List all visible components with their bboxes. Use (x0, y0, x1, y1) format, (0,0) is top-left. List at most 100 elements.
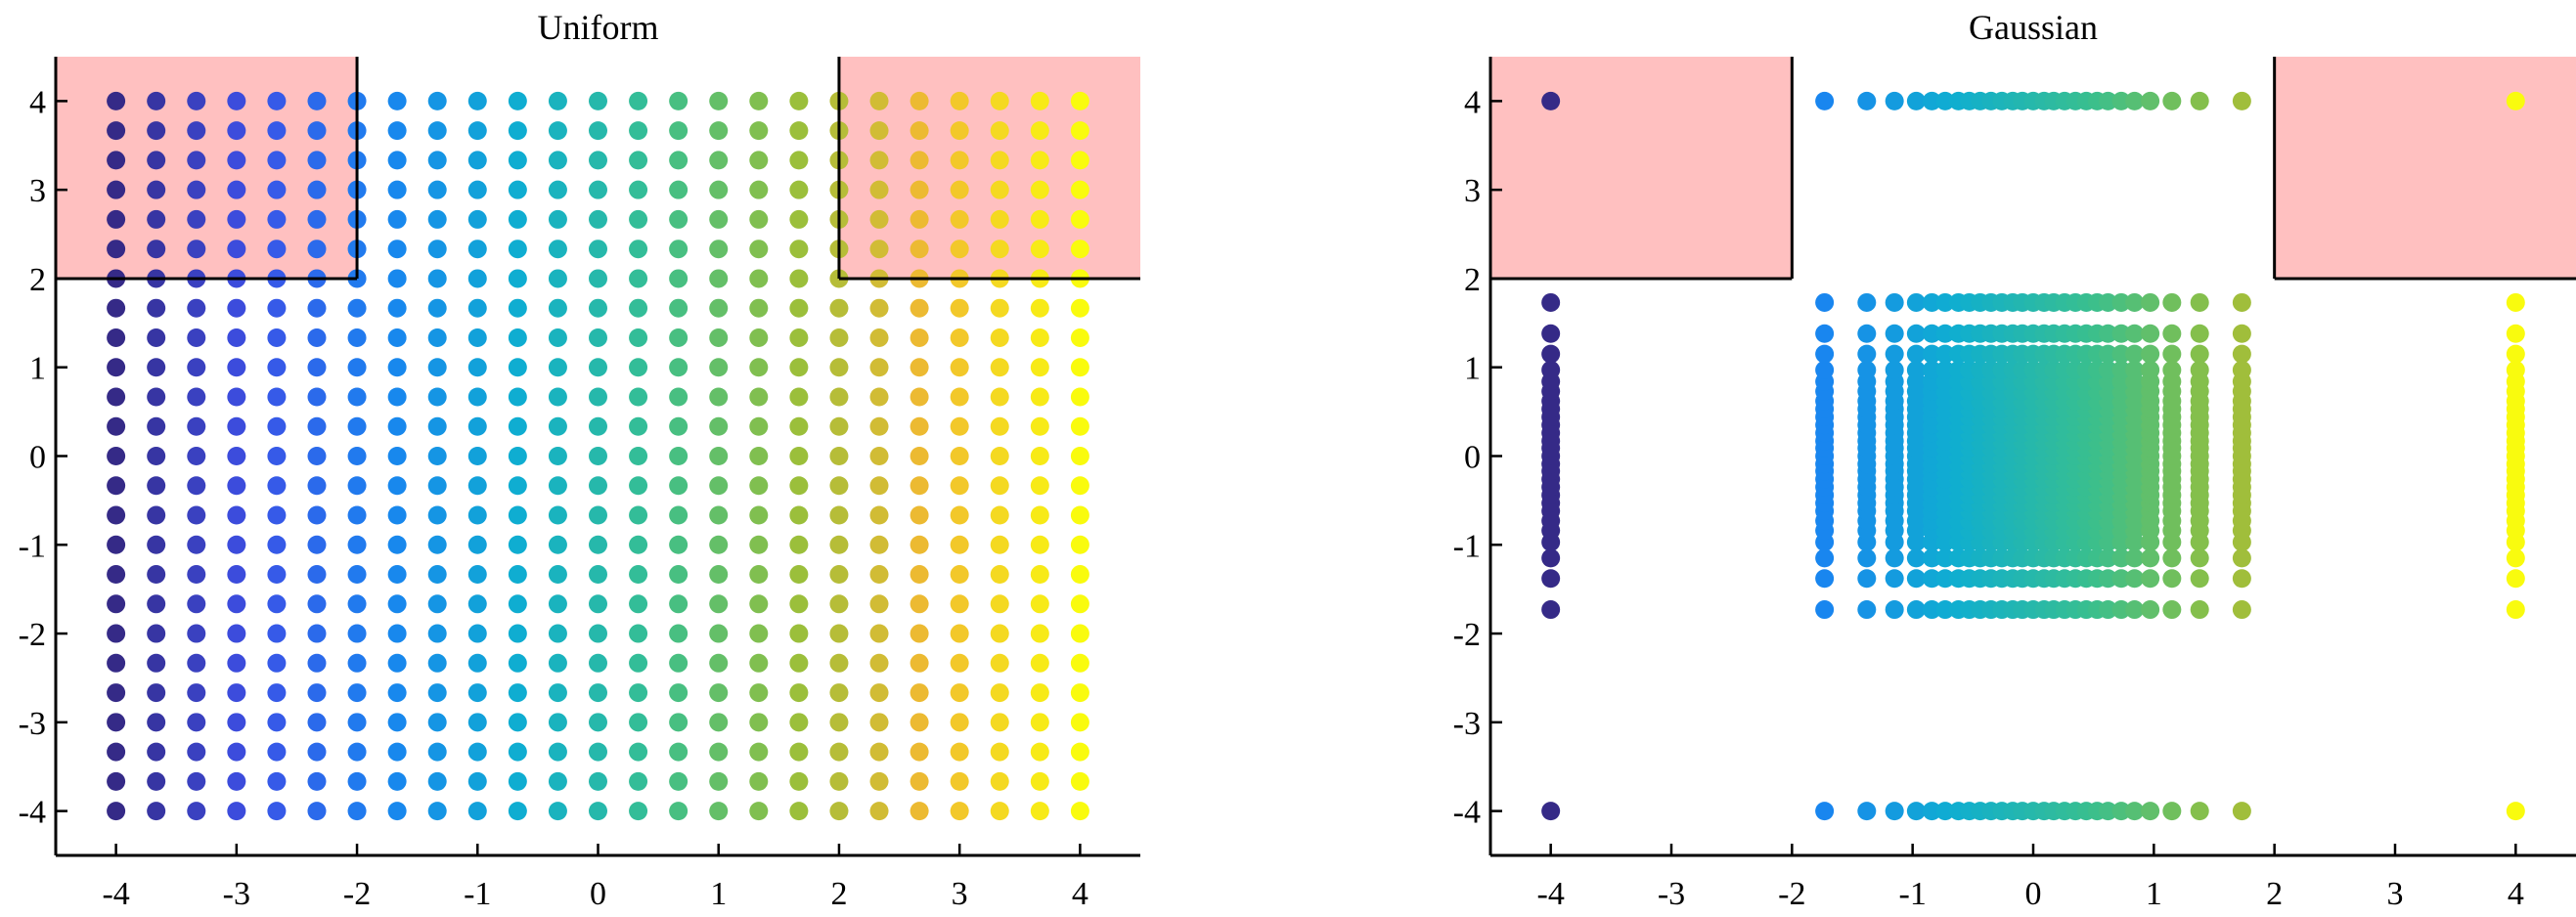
data-point (307, 91, 327, 110)
x-tick-label: 2 (2266, 876, 2283, 912)
data-point (869, 91, 889, 110)
data-point (267, 713, 287, 732)
data-point (2506, 548, 2525, 568)
data-point (2125, 569, 2145, 589)
data-point (427, 151, 447, 170)
data-point (147, 476, 166, 496)
data-point (1885, 324, 1904, 343)
data-point (589, 476, 607, 496)
data-point (789, 447, 809, 465)
data-point (1070, 447, 1089, 465)
data-point (1070, 771, 1089, 791)
x-tick-label: 4 (2508, 876, 2524, 912)
data-point (107, 447, 126, 465)
data-point (749, 535, 769, 554)
data-point (548, 594, 567, 614)
data-point (187, 447, 206, 465)
data-point (508, 535, 527, 554)
data-point (950, 358, 969, 377)
data-point (2162, 324, 2182, 343)
data-point (387, 742, 407, 762)
data-point (1922, 360, 1941, 379)
data-point (629, 447, 648, 465)
data-point (1922, 91, 1941, 110)
data-point (669, 416, 688, 436)
data-point (1885, 802, 1904, 821)
data-point (869, 742, 889, 762)
chart-title: Uniform (538, 8, 659, 47)
data-point (548, 624, 567, 643)
data-point (2190, 91, 2209, 110)
data-point (1030, 447, 1049, 465)
x-tick-label: -1 (464, 876, 491, 912)
data-point (548, 505, 567, 525)
data-point (950, 713, 969, 732)
data-point (267, 802, 287, 821)
data-point (629, 180, 648, 199)
data-point (589, 742, 607, 762)
data-point (107, 771, 126, 791)
data-point (2190, 360, 2209, 379)
data-point (107, 505, 126, 525)
data-point (910, 387, 929, 407)
data-point (950, 387, 969, 407)
data-point (669, 653, 688, 673)
data-point (1857, 91, 1877, 110)
data-point (147, 387, 166, 407)
data-point (1070, 505, 1089, 525)
x-tick-label: 0 (2025, 876, 2042, 912)
data-point (427, 387, 447, 407)
data-point (2111, 292, 2131, 312)
data-point (387, 565, 407, 585)
data-point (1030, 91, 1049, 110)
data-point (1857, 569, 1877, 589)
data-point (187, 771, 206, 791)
data-point (829, 594, 849, 614)
data-point (869, 298, 889, 318)
data-point (910, 713, 929, 732)
data-point (2232, 324, 2251, 343)
data-point (227, 624, 246, 643)
data-point (467, 802, 487, 821)
data-point (950, 180, 969, 199)
data-point (267, 151, 287, 170)
data-point (2125, 292, 2145, 312)
y-tick-label: -4 (1453, 795, 1481, 831)
data-point (107, 713, 126, 732)
data-point (1815, 360, 1835, 379)
data-point (548, 653, 567, 673)
data-point (227, 358, 246, 377)
data-point (990, 683, 1009, 703)
data-point (187, 742, 206, 762)
data-point (1030, 416, 1049, 436)
data-point (548, 447, 567, 465)
data-point (629, 416, 648, 436)
data-point (629, 565, 648, 585)
data-point (990, 771, 1009, 791)
data-point (387, 269, 407, 288)
data-point (1857, 344, 1877, 364)
data-point (789, 565, 809, 585)
x-tick-label: 0 (590, 876, 606, 912)
data-point (267, 565, 287, 585)
data-point (2141, 91, 2160, 110)
data-point (1935, 360, 1955, 379)
data-point (147, 713, 166, 732)
data-point (147, 802, 166, 821)
data-point (950, 802, 969, 821)
data-point (749, 802, 769, 821)
data-point (990, 565, 1009, 585)
data-point (1815, 324, 1835, 343)
data-point (187, 387, 206, 407)
data-point (910, 802, 929, 821)
data-point (307, 358, 327, 377)
data-point (1857, 802, 1877, 821)
data-point (629, 269, 648, 288)
data-point (709, 387, 729, 407)
data-point (749, 476, 769, 496)
data-point (869, 683, 889, 703)
data-point (990, 653, 1009, 673)
data-point (1070, 121, 1089, 141)
data-point (2506, 600, 2525, 620)
data-point (147, 240, 166, 259)
